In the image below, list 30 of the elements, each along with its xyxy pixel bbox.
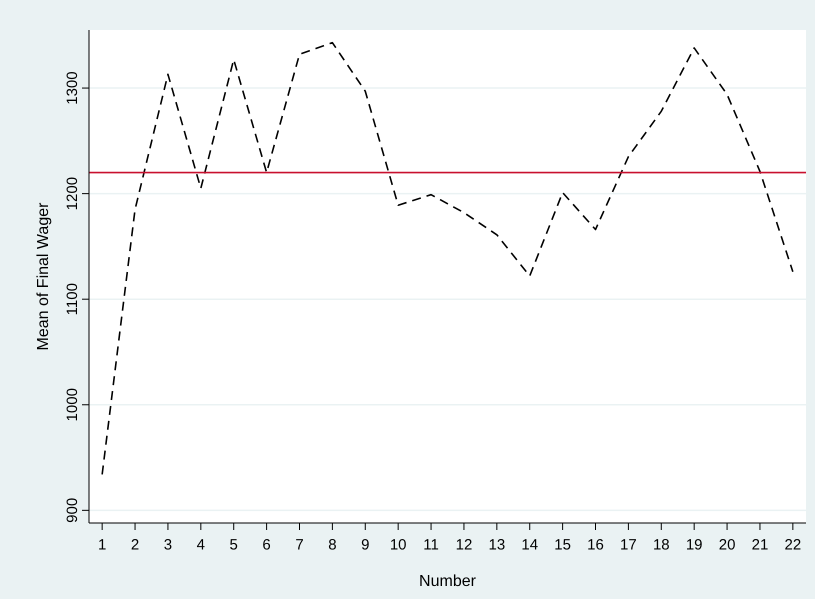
x-tick-label: 3	[164, 536, 172, 554]
y-tick-label: 1100	[64, 283, 81, 316]
x-tick-label: 1	[98, 536, 106, 554]
x-tick-label: 7	[295, 536, 304, 554]
x-tick-label: 17	[620, 536, 637, 554]
y-axis-title: Mean of Final Wager	[35, 202, 52, 350]
x-tick-label: 16	[587, 536, 604, 554]
x-tick-label: 22	[784, 536, 802, 554]
x-tick-label: 13	[488, 536, 506, 554]
x-tick-label: 9	[361, 536, 370, 554]
x-tick-label: 14	[521, 536, 538, 554]
x-tick-label: 2	[130, 536, 140, 554]
x-tick-label: 15	[554, 536, 571, 554]
x-tick-label: 4	[196, 536, 205, 554]
x-axis-title: Number	[419, 573, 477, 590]
x-tick-label: 8	[328, 536, 337, 554]
x-tick-label: 6	[262, 536, 271, 554]
x-tick-label: 12	[456, 536, 472, 554]
x-tick-label: 19	[686, 536, 703, 554]
x-tick-label: 21	[752, 536, 768, 554]
y-tick-label: 900	[64, 498, 81, 523]
x-tick-label: 20	[718, 536, 736, 554]
x-tick-label: 18	[652, 536, 670, 554]
y-tick-label: 1200	[64, 176, 81, 210]
x-tick-label: 5	[230, 536, 238, 554]
y-tick-label: 1000	[64, 388, 81, 422]
y-tick-label: 1300	[64, 71, 81, 105]
line-series	[101, 42, 794, 476]
x-tick-label: 11	[423, 536, 439, 554]
x-tick-label: 10	[390, 536, 407, 554]
